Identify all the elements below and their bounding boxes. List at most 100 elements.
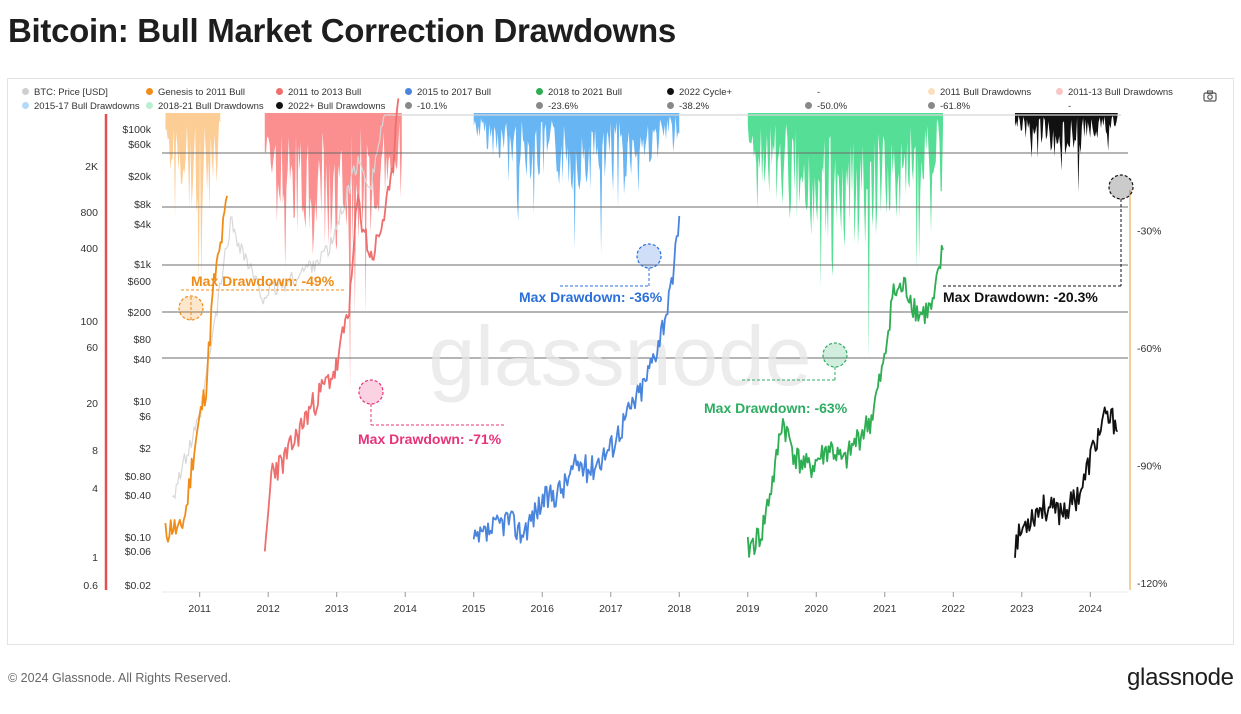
legend-item[interactable]: -23.6% [536, 101, 578, 112]
cycle-line [164, 195, 228, 543]
legend-item[interactable]: -50.0% [805, 101, 847, 112]
legend-item[interactable]: 2011-13 Bull Drawdowns [1056, 87, 1173, 98]
drawdown-area [165, 113, 221, 290]
legend-dot [405, 102, 412, 109]
max-drawdown-label: Max Drawdown: -20.3% [943, 289, 1098, 305]
legend-item[interactable]: 2022 Cycle+ [667, 87, 732, 98]
drawdown-axis-tick: -30% [1137, 226, 1162, 238]
legend-item[interactable]: 2022+ Bull Drawdowns [276, 101, 385, 112]
price-axis-tick: $4k [134, 219, 152, 231]
price-axis-tick: $200 [128, 307, 152, 319]
legend-dot [536, 88, 543, 95]
watermark: glassnode [429, 309, 812, 403]
x-axis-tick: 2015 [462, 603, 486, 615]
legend-dot [1056, 88, 1063, 95]
legend-dot [405, 88, 412, 95]
legend-dot [146, 102, 153, 109]
btc-price-line [172, 114, 1122, 500]
page-title: Bitcoin: Bull Market Correction Drawdown… [8, 12, 676, 49]
price-axis-tick: $0.80 [125, 471, 151, 483]
legend-item[interactable]: BTC: Price [USD] [22, 87, 108, 98]
legend-dot [928, 88, 935, 95]
x-axis-tick: 2022 [942, 603, 966, 615]
legend-dot [22, 88, 29, 95]
annotations: Max Drawdown: -49% Max Drawdown: -71% Max … [178, 174, 1134, 447]
legend-label: 2015 to 2017 Bull [417, 87, 491, 98]
normalized-axis-tick: 4 [92, 483, 98, 495]
x-axis-tick: 2018 [668, 603, 692, 615]
x-axis-tick: 2014 [394, 603, 418, 615]
price-axis-tick: $0.06 [125, 546, 151, 558]
drawdown-axis-tick: -120% [1137, 578, 1167, 590]
legend-item[interactable]: -10.1% [405, 101, 447, 112]
price-axis-tick: $600 [128, 276, 152, 288]
legend-item[interactable]: 2011 Bull Drawdowns [928, 87, 1031, 98]
normalized-axis-tick: 800 [80, 207, 98, 219]
legend-dot [805, 102, 812, 109]
price-axis-tick: $60k [128, 139, 152, 151]
legend-label: - [817, 87, 821, 98]
legend-label: 2018 to 2021 Bull [548, 87, 622, 98]
legend-label: 2022+ Bull Drawdowns [288, 101, 386, 112]
legend-dot [928, 102, 935, 109]
footer-logo: glassnode [1127, 664, 1234, 691]
legend-dot [276, 102, 283, 109]
max-drawdown-label: Max Drawdown: -63% [704, 400, 848, 416]
fib-levels [162, 152, 1128, 359]
normalized-axis-tick: 0.6 [83, 580, 98, 592]
price-axis-tick: $40 [133, 354, 151, 366]
normalized-axis-tick: 2K [85, 161, 98, 173]
max-drawdown-marker [358, 379, 384, 405]
legend-item[interactable]: 2018-21 Bull Drawdowns [146, 101, 264, 112]
x-axis-tick: 2016 [531, 603, 555, 615]
drawdown-area [1014, 113, 1118, 193]
legend-label: -10.1% [417, 101, 448, 112]
legend-label: 2011 to 2013 Bull [288, 87, 362, 98]
legend-item[interactable]: - [1056, 101, 1071, 112]
price-axis-tick: $8k [134, 199, 152, 211]
legend-item[interactable]: 2018 to 2021 Bull [536, 87, 622, 98]
legend-label: 2015-17 Bull Drawdowns [34, 101, 140, 112]
x-axis-tick: 2023 [1010, 603, 1034, 615]
legend-item[interactable]: Genesis to 2011 Bull [146, 87, 245, 98]
price-axis-tick: $80 [133, 334, 151, 346]
drawdown-areas [165, 113, 1118, 392]
cycle-line [263, 98, 400, 552]
legend-label: 2011 Bull Drawdowns [940, 87, 1032, 98]
max-drawdown-label: Max Drawdown: -36% [519, 289, 663, 305]
footer-copyright: © 2024 Glassnode. All Rights Reserved. [8, 671, 232, 685]
legend-label: Genesis to 2011 Bull [158, 87, 245, 98]
drawdown-area [473, 113, 680, 254]
legend-dot [536, 102, 543, 109]
price-axis-tick: $6 [139, 411, 151, 423]
legend-item[interactable]: 2015 to 2017 Bull [405, 87, 491, 98]
axes: $100k $60k $20k $8k $4k $1k $600 $200 $80 $40 $10 $… [80, 114, 1167, 615]
drawdown-area [747, 113, 944, 360]
legend-dot [22, 102, 29, 109]
price-axis-tick: $1k [134, 259, 152, 271]
x-axis-tick: 2020 [805, 603, 829, 615]
normalized-axis-tick: 60 [86, 342, 98, 354]
x-axis-tick: 2021 [873, 603, 897, 615]
legend-label: -23.6% [548, 101, 579, 112]
legend-label: 2018-21 Bull Drawdowns [158, 101, 264, 112]
legend-item[interactable]: 2015-17 Bull Drawdowns [22, 101, 140, 112]
price-axis-tick: $20k [128, 171, 152, 183]
max-drawdown-marker [822, 342, 848, 368]
price-axis-tick: $0.10 [125, 532, 151, 544]
x-axis-tick: 2024 [1079, 603, 1103, 615]
legend-item[interactable]: -38.2% [667, 101, 709, 112]
price-axis-tick: $0.40 [125, 490, 151, 502]
max-drawdown-marker [636, 243, 662, 269]
max-drawdown-label: Max Drawdown: -71% [358, 431, 502, 447]
normalized-axis-tick: 400 [80, 243, 98, 255]
x-axis-tick: 2012 [257, 603, 281, 615]
legend-item[interactable]: - [805, 87, 820, 98]
legend-item[interactable]: -61.8% [928, 101, 970, 112]
x-axis-tick: 2019 [736, 603, 760, 615]
cycle-series [164, 98, 1119, 558]
normalized-axis-tick: 20 [86, 398, 98, 410]
camera-icon[interactable] [1203, 89, 1217, 107]
legend-item[interactable]: 2011 to 2013 Bull [276, 87, 361, 98]
